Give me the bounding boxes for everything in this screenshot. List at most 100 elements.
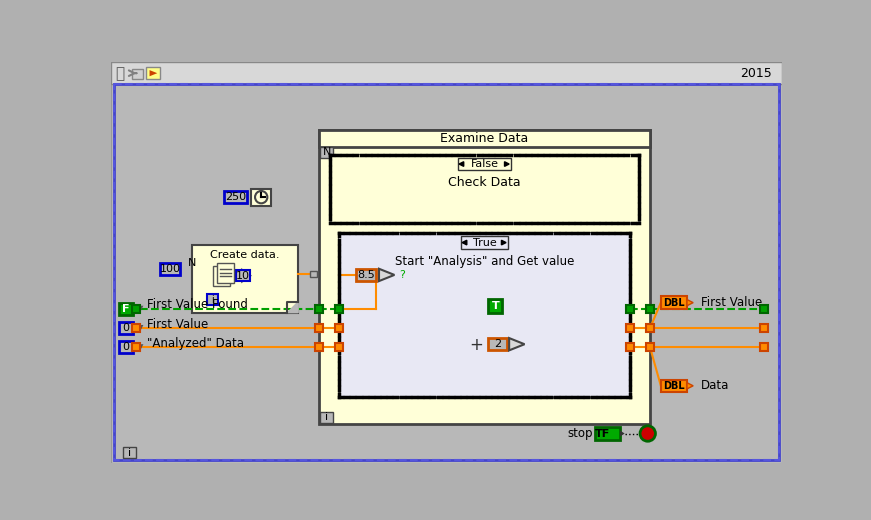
Text: ✋: ✋	[116, 66, 125, 81]
Text: 8.5: 8.5	[357, 270, 375, 280]
Bar	[760, 324, 768, 332]
Polygon shape	[502, 240, 506, 245]
Polygon shape	[150, 70, 158, 76]
Polygon shape	[138, 344, 144, 349]
Text: F: F	[122, 304, 130, 314]
Polygon shape	[761, 345, 767, 349]
Text: Start "Analysis" and Get value: Start "Analysis" and Get value	[395, 255, 574, 268]
Text: TF: TF	[595, 428, 610, 438]
Text: N: N	[188, 258, 197, 268]
Text: 0: 0	[122, 342, 129, 353]
Bar	[335, 324, 343, 332]
Text: +: +	[469, 336, 483, 354]
Bar	[207, 294, 218, 305]
Bar	[118, 341, 132, 354]
Text: Data: Data	[701, 379, 729, 392]
Bar	[192, 245, 298, 313]
Polygon shape	[620, 431, 625, 437]
Text: DBL: DBL	[663, 381, 685, 391]
Text: ?: ?	[399, 270, 405, 280]
Text: T: T	[491, 301, 499, 311]
Text: Create data.: Create data.	[210, 250, 280, 260]
Bar	[251, 189, 271, 205]
Polygon shape	[379, 269, 395, 281]
Text: False: False	[470, 159, 498, 169]
Text: First Value Found: First Value Found	[147, 298, 248, 311]
Text: 100: 100	[160, 264, 181, 274]
Bar	[339, 233, 630, 397]
Bar	[489, 338, 507, 350]
Bar	[339, 233, 630, 252]
Bar	[217, 263, 234, 283]
Text: 0: 0	[122, 323, 129, 333]
Polygon shape	[459, 162, 463, 166]
Polygon shape	[287, 302, 298, 313]
Bar	[626, 324, 634, 332]
Bar	[760, 305, 768, 313]
Text: 2: 2	[494, 339, 501, 349]
Text: True: True	[473, 238, 496, 248]
Bar	[330, 155, 639, 173]
Bar	[118, 322, 132, 334]
Bar	[661, 380, 687, 392]
Text: "Analyzed" Data: "Analyzed" Data	[147, 337, 244, 350]
Bar	[661, 296, 687, 309]
Text: 10: 10	[236, 271, 250, 281]
Bar	[315, 324, 323, 332]
Text: i: i	[128, 448, 132, 458]
Bar	[760, 343, 768, 351]
Text: i: i	[325, 412, 328, 422]
Bar	[319, 130, 650, 424]
Text: First Value: First Value	[701, 296, 762, 309]
Polygon shape	[138, 325, 144, 330]
Text: N: N	[322, 148, 331, 158]
Polygon shape	[510, 338, 524, 350]
Bar	[646, 305, 654, 313]
Circle shape	[255, 191, 267, 203]
Bar	[646, 343, 654, 351]
Polygon shape	[687, 383, 693, 389]
Bar	[646, 324, 654, 332]
Bar	[132, 69, 143, 80]
Bar	[321, 412, 333, 423]
Text: stop: stop	[568, 427, 593, 440]
Bar	[111, 62, 782, 84]
Text: 2015: 2015	[740, 67, 772, 80]
Text: Check Data: Check Data	[449, 176, 521, 189]
Bar	[124, 447, 136, 458]
Bar	[146, 67, 160, 80]
Bar	[319, 130, 650, 147]
Bar	[335, 305, 343, 313]
Text: Examine Data: Examine Data	[441, 132, 529, 145]
Bar	[458, 158, 510, 170]
Polygon shape	[241, 268, 252, 283]
Bar	[132, 305, 139, 313]
Text: i: i	[212, 294, 214, 305]
Polygon shape	[138, 306, 144, 310]
Bar	[310, 271, 317, 277]
Polygon shape	[687, 300, 693, 306]
Bar	[489, 299, 503, 313]
Bar	[626, 343, 634, 351]
Bar	[118, 303, 132, 315]
Polygon shape	[761, 326, 767, 330]
Bar	[596, 427, 620, 440]
Bar	[356, 269, 376, 281]
Bar	[462, 237, 508, 249]
Bar	[315, 305, 323, 313]
Text: DBL: DBL	[663, 297, 685, 308]
Bar	[236, 270, 250, 281]
Bar	[132, 324, 139, 332]
Text: 250: 250	[226, 192, 246, 202]
Polygon shape	[504, 162, 510, 166]
Bar	[321, 147, 333, 158]
Text: First Value: First Value	[147, 318, 208, 331]
Bar	[335, 343, 343, 351]
Bar	[132, 343, 139, 351]
Bar	[330, 155, 639, 223]
Bar	[160, 263, 180, 275]
Polygon shape	[463, 240, 467, 245]
Bar	[626, 305, 634, 313]
Bar	[213, 266, 231, 287]
Bar	[315, 343, 323, 351]
